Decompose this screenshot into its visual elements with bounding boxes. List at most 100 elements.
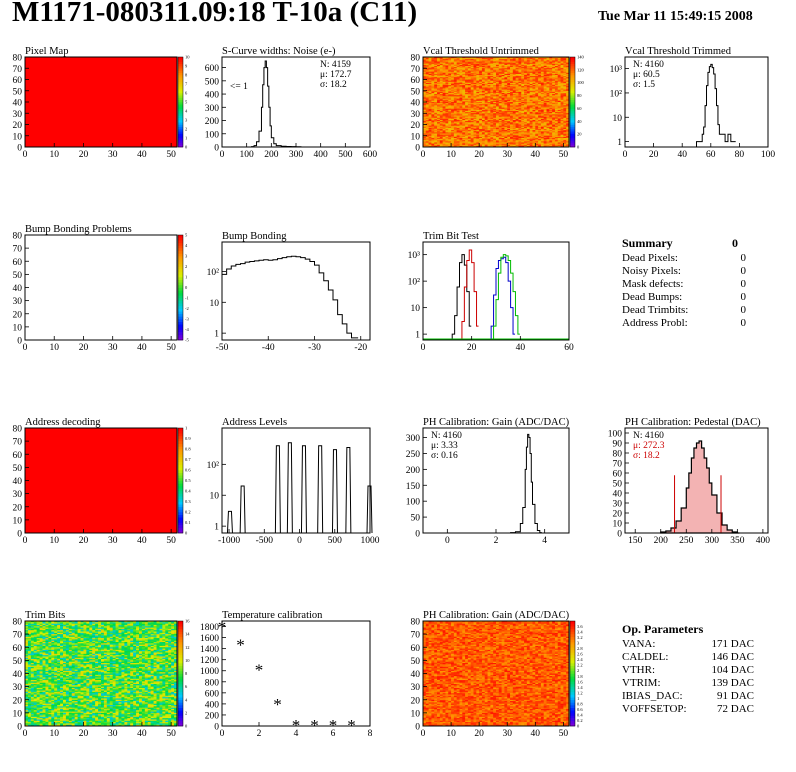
- vcal-untrimmed-cell: [532, 134, 536, 137]
- address-levels-xtick-label: 500: [328, 536, 343, 546]
- vcal-untrimmed-cell: [453, 107, 458, 110]
- vcal-untrimmed-cell: [566, 103, 570, 105]
- vcal-untrimmed-cell: [437, 131, 441, 133]
- vcal-untrimmed-cell: [487, 66, 491, 68]
- vcal-untrimmed-cell: [512, 136, 517, 139]
- bump-bonding-problems-palette-step: [178, 295, 183, 299]
- vcal-untrimmed-cell: [451, 103, 455, 105]
- vcal-untrimmed-cell: [473, 109, 477, 112]
- vcal-untrimmed-cell: [453, 88, 458, 91]
- address-decoding-palette-tick: 0: [185, 531, 188, 536]
- vcal-untrimmed-cell: [470, 61, 474, 64]
- vcal-untrimmed-cell: [566, 122, 570, 124]
- vcal-untrimmed-cell: [428, 123, 432, 125]
- vcal-untrimmed-cell: [456, 104, 460, 106]
- vcal-untrimmed-cell: [442, 89, 446, 92]
- vcal-untrimmed-cell: [467, 132, 472, 134]
- vcal-untrimmed-cell: [434, 73, 438, 76]
- vcal-untrimmed-cell: [439, 111, 444, 113]
- vcal-untrimmed-cell: [540, 116, 545, 119]
- vcal-untrimmed-cell: [515, 82, 519, 85]
- vcal-untrimmed-cell: [470, 77, 474, 79]
- vcal-untrimmed-cell: [431, 67, 435, 69]
- vcal-untrimmed-cell: [524, 136, 528, 139]
- vcal-untrimmed-palette-tick: 60: [577, 106, 582, 111]
- trim-bits-cell: [30, 670, 35, 673]
- vcal-untrimmed-cell: [439, 77, 444, 79]
- vcal-untrimmed-cell: [423, 124, 427, 127]
- vcal-untrimmed-cell: [442, 123, 446, 125]
- vcal-untrimmed-cell: [538, 72, 542, 75]
- vcal-untrimmed-cell: [467, 76, 472, 78]
- vcal-untrimmed-cell: [540, 98, 545, 101]
- vcal-untrimmed-cell: [515, 106, 519, 109]
- bump-bonding-problems-palette-step: [178, 256, 183, 259]
- vcal-untrimmed-cell: [521, 120, 525, 122]
- vcal-untrimmed-cell: [515, 116, 519, 119]
- vcal-untrimmed-cell: [453, 130, 458, 132]
- vcal-untrimmed-cell: [532, 115, 536, 118]
- vcal-untrimmed-cell: [524, 84, 528, 86]
- vcal-untrimmed-cell: [560, 90, 564, 93]
- vcal-untrimmed-cell: [504, 131, 508, 133]
- vcal-untrimmed-cell: [425, 111, 430, 113]
- vcal-untrimmed-cell: [546, 109, 550, 112]
- vcal-untrimmed-cell: [428, 131, 432, 133]
- vcal-untrimmed-cell: [473, 63, 477, 66]
- vcal-untrimmed-cell: [476, 142, 480, 145]
- vcal-untrimmed-cell: [526, 77, 531, 79]
- vcal-untrimmed-cell: [557, 113, 561, 115]
- vcal-untrimmed-cell: [476, 57, 480, 59]
- vcal-untrimmed-cell: [501, 96, 505, 98]
- vcal-untrimmed-cell: [532, 109, 536, 112]
- vcal-untrimmed-cell: [481, 94, 486, 96]
- vcal-untrimmed-cell: [529, 70, 533, 73]
- vcal-untrimmed-cell: [490, 87, 494, 89]
- vcal-untrimmed-cell: [532, 66, 536, 68]
- vcal-untrimmed-cell: [484, 81, 488, 84]
- trim-bits-cell: [30, 723, 35, 726]
- vcal-untrimmed-cell: [487, 91, 491, 94]
- address-decoding-xtick-label: 10: [49, 536, 59, 546]
- vcal-untrimmed-cell: [442, 68, 446, 70]
- trim-bits-cell: [27, 643, 32, 646]
- vcal-untrimmed-cell: [543, 114, 547, 116]
- vcal-untrimmed-cell: [479, 114, 483, 116]
- vcal-untrimmed-cell: [560, 126, 564, 129]
- ph-gain-chart: PH Calibration: Gain (ADC/DAC)0 2 40501001…: [406, 417, 570, 546]
- vcal-untrimmed-cell: [442, 135, 446, 138]
- vcal-untrimmed-cell: [476, 94, 480, 96]
- vcal-untrimmed-cell: [467, 63, 472, 66]
- vcal-untrimmed-cell: [549, 132, 553, 134]
- scurve-widths-stat: μ: 172.7: [320, 70, 352, 80]
- vcal-untrimmed-cell: [448, 97, 452, 100]
- vcal-untrimmed-cell: [532, 140, 536, 142]
- vcal-untrimmed-cell: [524, 140, 528, 142]
- vcal-untrimmed-cell: [473, 86, 477, 88]
- vcal-untrimmed-cell: [521, 90, 525, 93]
- vcal-untrimmed-cell: [540, 64, 545, 67]
- vcal-untrimmed-cell: [510, 133, 514, 136]
- vcal-untrimmed-cell: [437, 140, 441, 142]
- vcal-untrimmed-cell: [566, 112, 570, 114]
- vcal-untrimmed-cell: [512, 76, 517, 78]
- vcal-untrimmed-cell: [487, 78, 491, 80]
- vcal-untrimmed-cell: [498, 141, 503, 143]
- vcal-untrimmed-cell: [563, 136, 567, 139]
- vcal-untrimmed-cell: [434, 60, 438, 62]
- vcal-untrimmed-cell: [451, 68, 455, 70]
- vcal-untrimmed-cell: [552, 85, 556, 87]
- vcal-untrimmed-cell: [423, 143, 427, 146]
- vcal-untrimmed-cell: [538, 81, 542, 84]
- trim-bits-cell: [27, 649, 32, 652]
- vcal-untrimmed-cell: [484, 63, 488, 66]
- vcal-untrimmed-cell: [543, 64, 547, 67]
- vcal-untrimmed-cell: [510, 117, 514, 120]
- vcal-untrimmed-cell: [473, 58, 477, 60]
- vcal-untrimmed-cell: [481, 96, 486, 98]
- vcal-untrimmed-cell: [563, 129, 567, 131]
- vcal-untrimmed-cell: [473, 82, 477, 85]
- vcal-untrimmed-cell: [487, 58, 491, 60]
- scurve-widths-ytick-label: 500: [205, 77, 220, 87]
- vcal-untrimmed-cell: [532, 124, 536, 127]
